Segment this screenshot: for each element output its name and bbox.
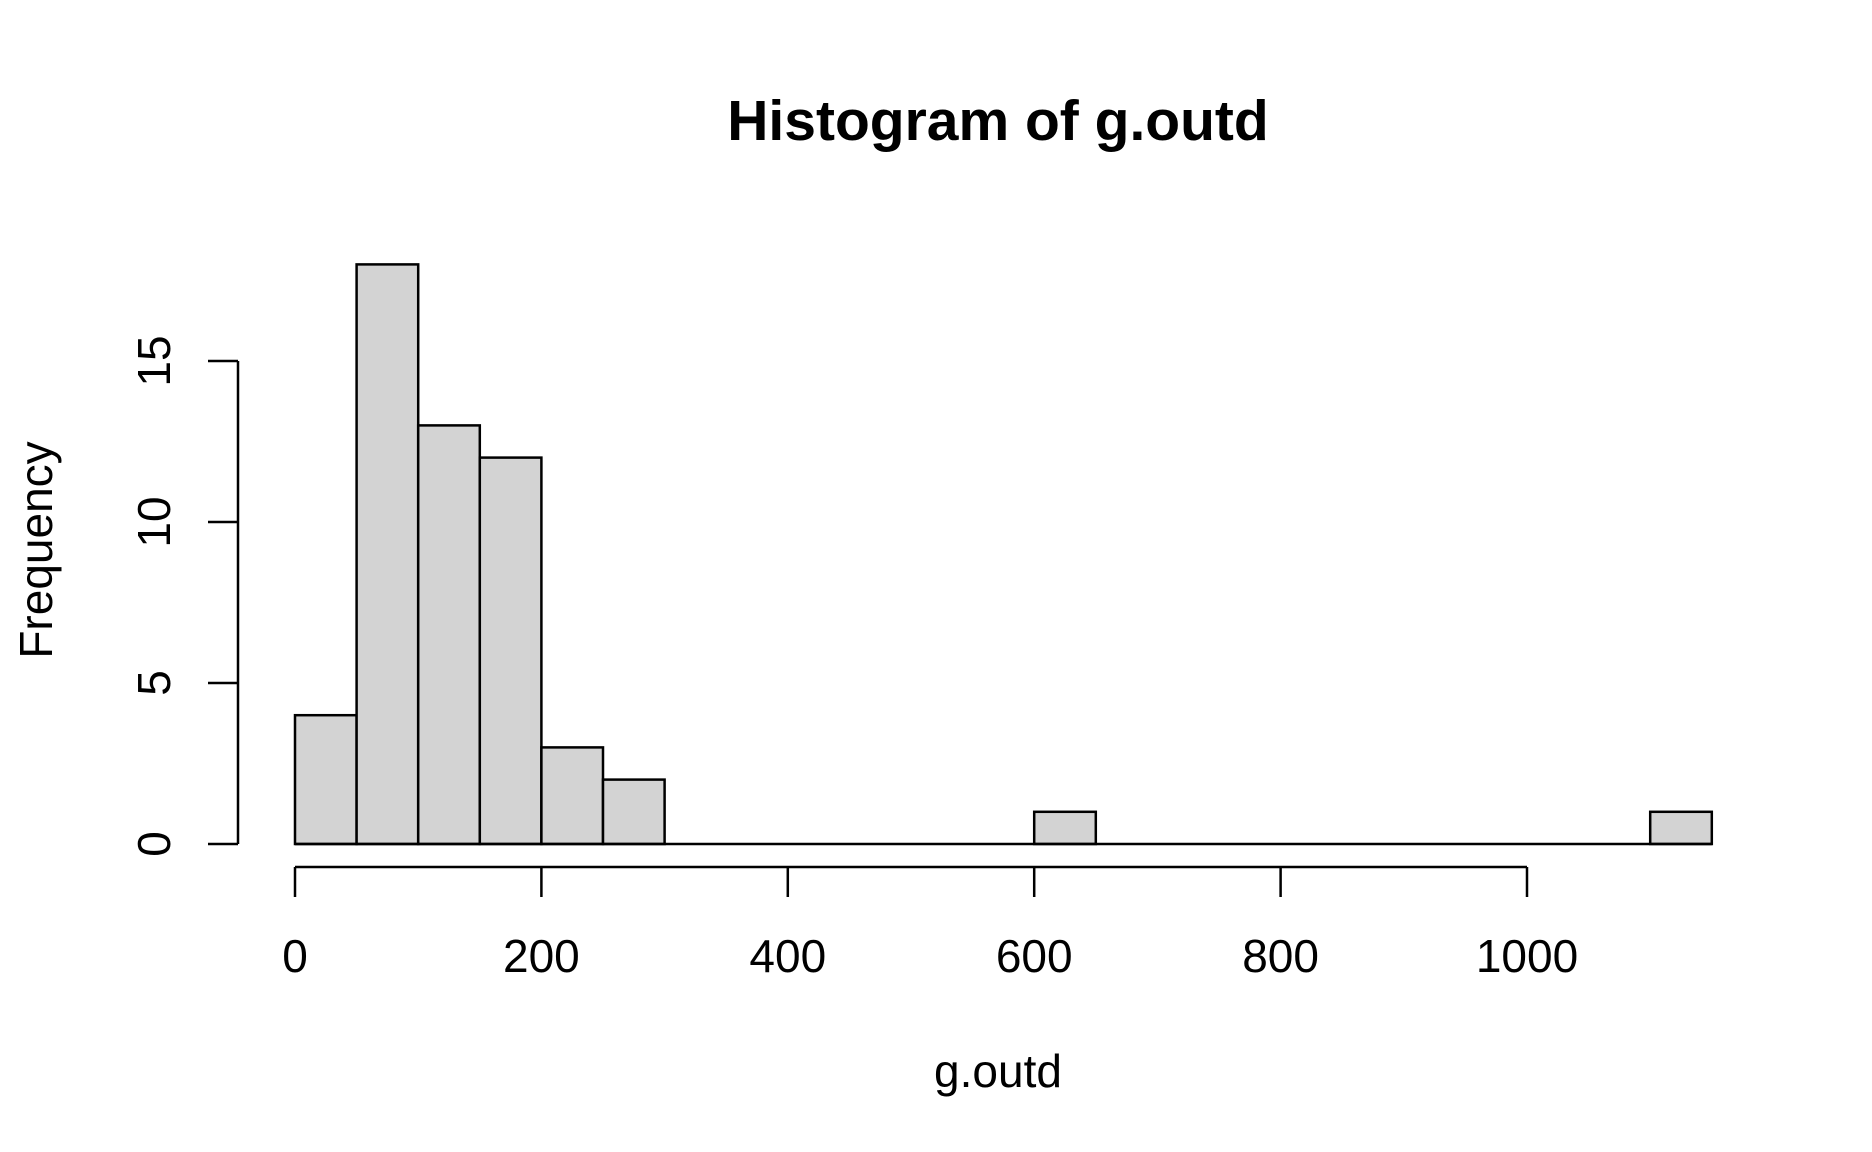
x-tick-label-200: 200: [503, 930, 580, 982]
x-tick-label-0: 0: [282, 930, 308, 982]
y-tick-label-5: 5: [128, 670, 180, 696]
histogram-bar-1100-1150: [1648, 810, 1714, 846]
histogram-bar-100-150: [416, 424, 482, 846]
y-axis-label: Frequency: [10, 441, 62, 658]
histogram-bar-250-300: [601, 778, 666, 846]
x-tick-label-1000: 1000: [1476, 930, 1578, 982]
y-tick-label-10: 10: [128, 496, 180, 547]
histogram-bar-0-50: [293, 713, 358, 846]
histogram-bar-200-250: [540, 746, 605, 846]
x-tick-label-600: 600: [996, 930, 1073, 982]
histogram-bar-600-650: [1032, 810, 1098, 846]
chart-title: Histogram of g.outd: [727, 89, 1268, 153]
x-tick-label-800: 800: [1242, 930, 1319, 982]
x-axis-label: g.outd: [934, 1045, 1062, 1097]
bars-group: [293, 263, 1714, 846]
x-axis: 0 200 400 600 800 1000: [282, 865, 1578, 982]
y-tick-label-15: 15: [128, 335, 180, 386]
y-tick-label-0: 0: [128, 831, 180, 857]
y-axis: 0 5 10 15: [128, 335, 240, 857]
histogram-bar-50-100: [355, 263, 420, 846]
x-tick-label-400: 400: [749, 930, 826, 982]
histogram-bar-150-200: [478, 456, 543, 846]
